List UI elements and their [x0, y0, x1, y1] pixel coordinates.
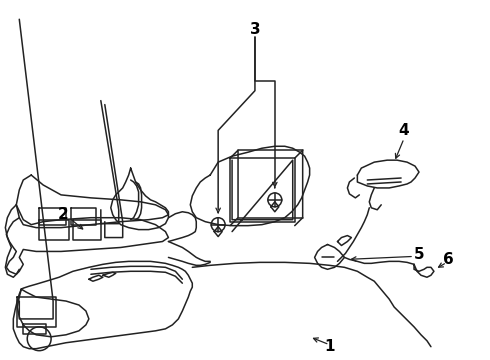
- Text: 1: 1: [324, 339, 335, 354]
- Text: 4: 4: [399, 123, 410, 138]
- Text: 6: 6: [443, 252, 454, 267]
- Text: 5: 5: [414, 247, 424, 262]
- Text: 2: 2: [58, 207, 69, 222]
- Text: 3: 3: [249, 22, 260, 37]
